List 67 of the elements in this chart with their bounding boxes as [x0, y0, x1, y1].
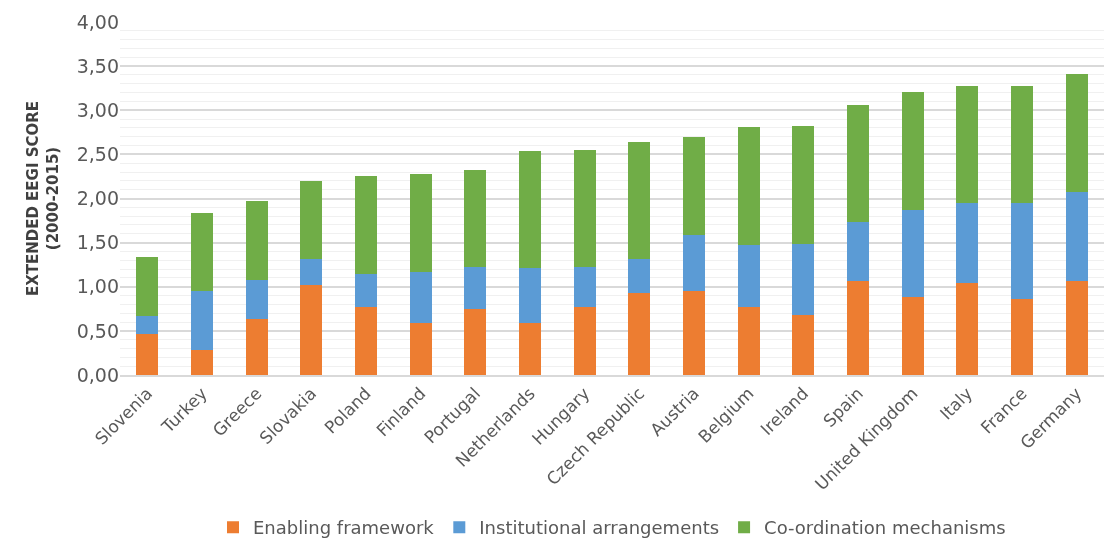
bar [573, 307, 596, 375]
bar [847, 222, 869, 282]
legend-label: Institutional arrangements [479, 517, 720, 539]
bar [573, 149, 596, 268]
bar [792, 314, 815, 375]
y-tick-label: 1,00 [76, 275, 119, 298]
y-tick-label: 4,00 [76, 10, 119, 33]
bar [464, 170, 487, 268]
bar [847, 104, 869, 223]
bar [792, 243, 815, 315]
bar [683, 136, 705, 235]
bar [737, 307, 760, 375]
bar [245, 318, 268, 375]
bar [956, 85, 979, 203]
bar [737, 245, 760, 308]
bar [136, 334, 159, 375]
bar [519, 268, 541, 323]
y-tick-label: 1,50 [76, 231, 119, 254]
bar [628, 292, 651, 375]
bar [956, 202, 979, 284]
bar [191, 291, 213, 351]
bar [1011, 202, 1033, 300]
y-tick-label: 0,00 [76, 363, 119, 386]
bar [245, 279, 268, 319]
bar [683, 234, 705, 292]
legend-label: Co-ordination mechanisms [764, 517, 1006, 539]
bar [409, 271, 432, 323]
bar [628, 142, 651, 260]
bar [355, 175, 377, 274]
bar [245, 201, 268, 280]
bar [573, 267, 596, 308]
bar [1011, 299, 1033, 375]
bar [792, 126, 815, 244]
bar [136, 256, 159, 316]
y-tick-label: 0,50 [76, 319, 119, 342]
bar [300, 259, 323, 285]
y-tick-label: 2,00 [76, 187, 119, 210]
bar [901, 91, 924, 210]
bar [737, 127, 760, 246]
bar [956, 283, 979, 375]
bar [1011, 85, 1033, 203]
bar [136, 315, 159, 335]
bar [300, 284, 323, 375]
legend-label: Enabling framework [253, 517, 435, 539]
bar [519, 150, 541, 269]
bar [519, 322, 541, 375]
bar [300, 180, 323, 260]
bar [901, 297, 924, 375]
bar [628, 259, 651, 293]
bar [683, 291, 705, 375]
bar [901, 209, 924, 298]
bar [191, 350, 213, 375]
bar [355, 307, 377, 375]
bar [1065, 281, 1088, 375]
y-tick-label: 3,50 [76, 54, 119, 77]
bar [409, 173, 432, 272]
y-tick-label: 3,00 [76, 98, 119, 121]
bar [409, 322, 432, 375]
bar [464, 267, 487, 309]
bar [1065, 74, 1088, 193]
y-axis-title: EXTENDED EEGI SCORE (2000-2015) [24, 100, 62, 297]
y-tick-label: 2,50 [76, 143, 119, 166]
bar [464, 308, 487, 375]
bar [191, 212, 213, 292]
bar [1065, 192, 1088, 282]
bar [847, 281, 869, 375]
bar [355, 273, 377, 308]
